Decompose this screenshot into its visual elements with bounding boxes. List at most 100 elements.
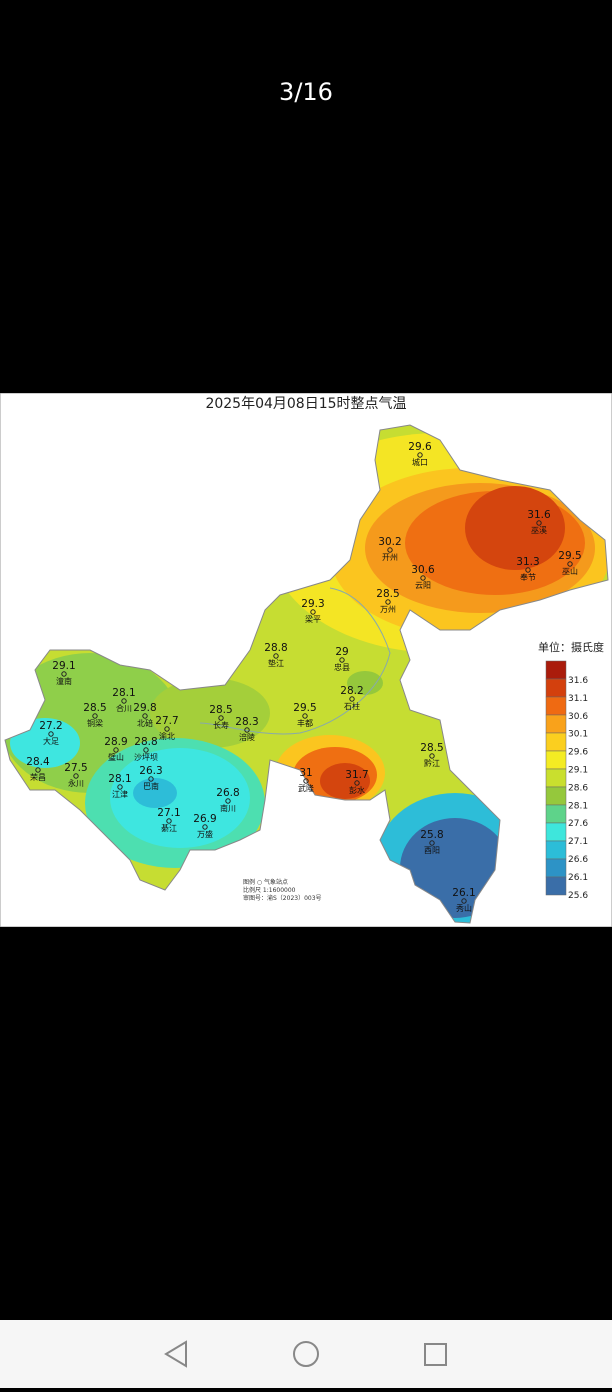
legend-swatch [545,660,567,680]
station-name: 铜梁 [87,718,103,728]
page-counter: 3/16 [279,78,333,106]
station-name: 丰都 [297,718,313,728]
station-marker [429,840,435,846]
station-marker [387,547,393,553]
legend-label: 28.6 [568,783,588,793]
station-marker [164,726,170,732]
station-marker [218,715,224,721]
station-value: 28.5 [420,742,443,754]
station-marker [225,798,231,804]
station-name: 忠县 [334,663,350,672]
map-title: 2025年04月08日15时整点气温 [205,396,406,412]
station-value: 30.6 [411,564,435,576]
station-value: 29.5 [293,702,316,714]
station-name: 梁平 [305,615,321,624]
station-value: 28.9 [104,736,127,748]
station-marker [113,747,119,753]
legend-label: 28.1 [568,801,588,811]
station-value: 31.3 [516,556,539,568]
station-value: 28.8 [264,642,287,654]
legend-swatch [545,732,567,752]
station-name: 彭水 [349,785,365,795]
station-value: 29.3 [301,598,324,610]
station-marker [73,773,79,779]
station-marker [35,767,41,773]
station-name: 巫溪 [531,525,547,535]
station-value: 29.6 [408,441,432,453]
legend-label: 31.6 [568,676,588,686]
legend-swatch [545,858,567,878]
legend-label: 26.1 [568,873,588,883]
station-value: 27.5 [64,762,87,774]
station-name: 垫江 [268,658,284,668]
station-name: 渝北 [159,731,175,741]
station-value: 28.2 [340,685,363,697]
station-name: 永川 [68,778,84,788]
station-name: 南川 [220,803,236,813]
legend-title: 单位：摄氏度 [538,640,604,654]
station-value: 28.8 [134,736,157,748]
station-value: 29.5 [558,550,581,562]
station-marker [461,898,467,904]
legend-label: 27.6 [568,819,588,829]
station-value: 25.8 [420,829,443,841]
back-button[interactable] [164,1340,187,1368]
station-marker [303,778,309,784]
station-name: 酉阳 [424,846,440,855]
legend-swatch [545,768,567,788]
station-value: 29 [335,646,348,658]
legend-swatch [545,876,567,896]
legend-label: 29.6 [568,748,588,758]
station-value: 29.8 [133,702,156,714]
station-marker [302,713,308,719]
nav-bar [0,1320,612,1388]
station-name: 潼南 [56,676,72,686]
station-name: 黔江 [424,758,440,768]
station-name: 涪陵 [239,732,255,742]
legend-label: 27.1 [568,837,588,847]
footer-line: 比例尺 1:1600000 [243,886,296,894]
home-button[interactable] [293,1341,319,1367]
station-marker [385,599,391,605]
legend-swatch [545,714,567,734]
station-marker [92,713,98,719]
station-value: 28.5 [376,588,399,600]
legend-label: 25.6 [568,891,588,901]
station-marker [417,452,423,458]
station-marker [525,567,531,573]
station-value: 26.3 [139,765,162,777]
station-marker [117,784,123,790]
station-name: 大足 [43,736,59,746]
station-name: 綦江 [161,823,177,833]
legend-label: 29.1 [568,766,588,776]
legend-label: 30.6 [568,712,588,722]
station-name: 璧山 [108,752,124,762]
station-value: 30.2 [378,536,401,548]
station-marker [420,575,426,581]
station-name: 万盛 [197,829,213,839]
station-value: 27.7 [155,715,178,727]
station-marker [143,747,149,753]
station-name: 巫山 [562,566,578,576]
legend-swatch [545,696,567,716]
station-name: 云阳 [415,581,431,590]
legend-swatch [545,804,567,824]
station-marker [339,657,345,663]
station-marker [244,727,250,733]
recents-button[interactable] [424,1343,447,1366]
station-name: 城口 [412,458,428,467]
station-marker [142,713,148,719]
station-name: 巴南 [143,781,159,791]
station-value: 28.5 [83,702,106,714]
station-marker [202,824,208,830]
legend-label: 26.6 [568,855,588,865]
station-value: 28.5 [209,704,232,716]
station-marker [310,609,316,615]
station-marker [429,753,435,759]
station-name: 武隆 [298,783,314,793]
station-name: 石柱 [344,701,360,711]
river [199,587,391,735]
station-value: 31 [299,767,312,779]
station-name: 秀山 [456,903,472,913]
